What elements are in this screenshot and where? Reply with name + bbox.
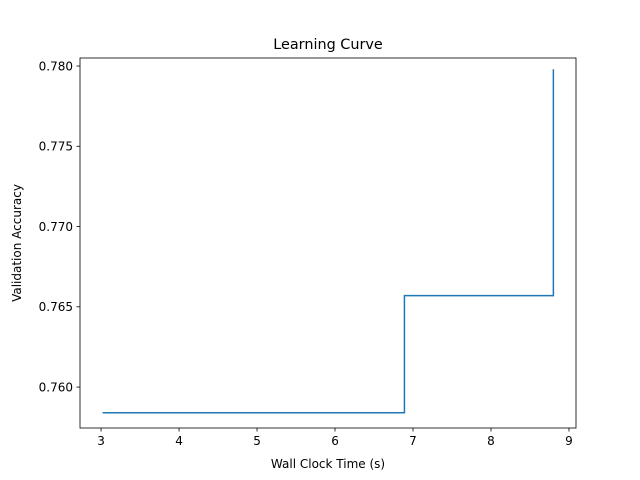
- x-tick-label: 8: [487, 434, 495, 448]
- x-tick-label: 6: [331, 434, 339, 448]
- x-tick-label: 4: [175, 434, 183, 448]
- x-tick-label: 7: [409, 434, 417, 448]
- x-axis-label: Wall Clock Time (s): [271, 457, 385, 471]
- y-axis-label: Validation Accuracy: [10, 184, 24, 302]
- plot-area: [79, 57, 577, 429]
- y-tick-label: 0.765: [39, 300, 73, 314]
- axes-frame: [79, 57, 577, 429]
- x-tick-label: 9: [565, 434, 573, 448]
- y-tick-label: 0.780: [39, 59, 73, 73]
- chart-title: Learning Curve: [273, 37, 383, 53]
- y-tick-label: 0.770: [39, 220, 73, 234]
- y-axis-ticks: 0.760 0.765 0.770 0.775 0.780: [39, 59, 80, 394]
- x-tick-label: 3: [97, 434, 105, 448]
- series-line-validation-accuracy: [102, 69, 555, 414]
- x-axis-ticks: 3 4 5 6 7 8 9: [97, 428, 573, 448]
- y-tick-label: 0.775: [39, 140, 73, 154]
- y-tick-label: 0.760: [39, 380, 73, 394]
- x-tick-label: 5: [253, 434, 261, 448]
